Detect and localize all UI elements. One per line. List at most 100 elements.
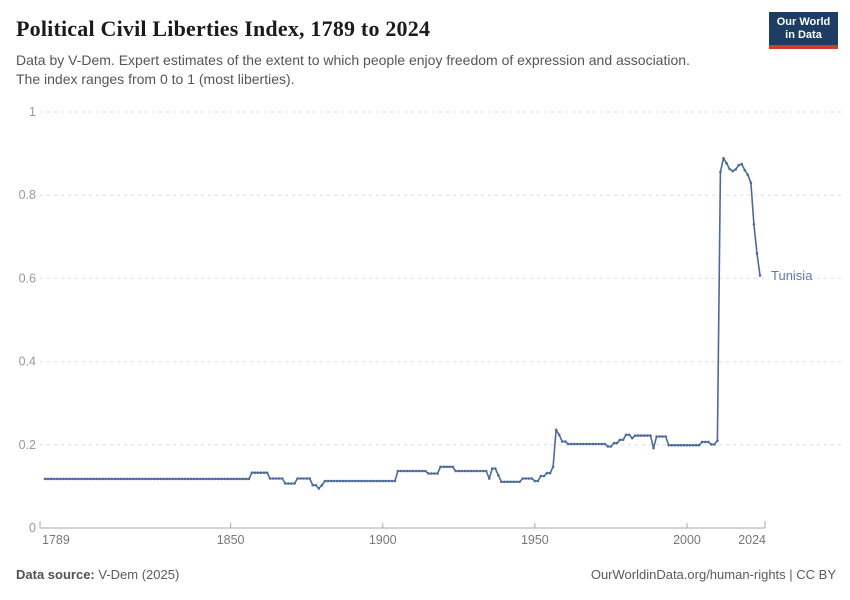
data-point-marker (640, 434, 643, 437)
data-point-marker (360, 479, 363, 483)
data-point-marker (348, 479, 351, 483)
data-point-marker (165, 477, 168, 481)
data-point-marker (740, 162, 743, 166)
y-axis-tick-label: 1 (29, 105, 36, 119)
data-point-marker (503, 480, 506, 484)
data-point-marker (554, 428, 558, 432)
data-point-marker (460, 469, 464, 473)
chart-subtitle: Data by V-Dem. Expert estimates of the e… (16, 51, 736, 89)
data-point-marker (335, 479, 339, 483)
data-point-marker (49, 477, 53, 481)
data-point-marker (107, 477, 111, 481)
data-point-marker (627, 433, 631, 437)
data-point-marker (582, 442, 585, 446)
data-point-marker (305, 477, 309, 480)
data-point-marker (290, 482, 293, 485)
data-point-marker (637, 434, 640, 437)
data-point-marker (679, 443, 683, 447)
owid-logo[interactable]: Our World in Data (769, 12, 838, 49)
owid-url-license[interactable]: OurWorldinData.org/human-rights | CC BY (590, 567, 836, 582)
data-point-marker (588, 442, 591, 446)
data-point-marker (177, 477, 181, 481)
data-point-marker (271, 477, 275, 480)
data-point-marker (52, 477, 56, 481)
data-point-marker (682, 443, 686, 447)
data-point-marker (749, 181, 753, 184)
data-point-marker (329, 479, 333, 483)
data-point-marker (421, 469, 424, 473)
data-point-marker (378, 479, 382, 483)
data-point-marker (417, 469, 421, 473)
data-point-marker (585, 442, 588, 446)
data-point-marker (320, 483, 324, 487)
data-point-marker (755, 252, 759, 255)
data-source-label: Data source: (16, 567, 95, 582)
data-point-marker (141, 477, 144, 481)
data-point-marker (652, 446, 655, 450)
data-point-marker (259, 471, 263, 475)
data-point-marker (68, 477, 71, 481)
data-point-marker (451, 465, 455, 469)
data-point-marker (667, 443, 670, 447)
data-point-marker (296, 477, 299, 480)
data-point-marker (688, 443, 692, 447)
data-point-marker (646, 434, 649, 437)
data-point-marker (357, 479, 360, 483)
data-point-marker (567, 442, 570, 446)
data-point-marker (287, 482, 290, 485)
data-point-marker (579, 442, 582, 446)
data-point-marker (439, 465, 442, 469)
data-point-marker (208, 477, 211, 481)
data-point-marker (402, 469, 406, 473)
data-point-marker (472, 469, 476, 473)
data-point-marker (405, 469, 409, 473)
data-point-marker (414, 469, 418, 473)
data-point-marker (591, 442, 594, 446)
data-point-marker (74, 477, 77, 481)
data-point-marker (244, 477, 248, 481)
data-point-marker (293, 482, 296, 485)
data-point-marker (433, 472, 436, 475)
data-point-marker (500, 480, 503, 484)
data-point-marker (548, 471, 552, 475)
data-point-marker (80, 477, 83, 481)
chart-title: Political Civil Liberties Index, 1789 to… (16, 16, 431, 41)
data-point-marker (643, 434, 646, 437)
data-source: Data source: V-Dem (2025) (16, 567, 179, 582)
data-point-marker (387, 479, 391, 483)
data-point-marker (487, 477, 491, 480)
data-point-marker (478, 469, 482, 473)
data-point-marker (618, 438, 622, 442)
data-point-marker (229, 477, 232, 481)
data-point-marker (308, 477, 312, 480)
data-point-marker (655, 435, 658, 438)
data-point-marker (630, 436, 634, 440)
data-point-marker (411, 469, 415, 473)
data-point-marker (393, 479, 397, 483)
data-point-marker (609, 445, 613, 448)
data-point-marker (427, 472, 430, 475)
data-point-marker (62, 477, 65, 481)
data-point-marker (92, 477, 95, 481)
data-point-marker (253, 471, 257, 475)
data-point-marker (746, 173, 750, 177)
data-point-marker (454, 469, 458, 473)
data-point-marker (448, 465, 452, 469)
data-point-marker (685, 443, 689, 447)
data-point-marker (183, 477, 187, 481)
data-point-marker (457, 469, 461, 473)
data-point-marker (262, 471, 266, 475)
data-point-marker (235, 477, 238, 481)
data-point-marker (55, 477, 59, 481)
data-point-marker (232, 477, 235, 481)
data-point-marker (533, 479, 537, 483)
data-point-marker (153, 477, 156, 481)
data-point-marker (278, 477, 281, 480)
data-point-marker (384, 479, 388, 483)
data-point-marker (135, 477, 138, 481)
data-point-marker (694, 443, 698, 447)
data-point-marker (104, 477, 108, 481)
data-point-marker (661, 435, 664, 438)
